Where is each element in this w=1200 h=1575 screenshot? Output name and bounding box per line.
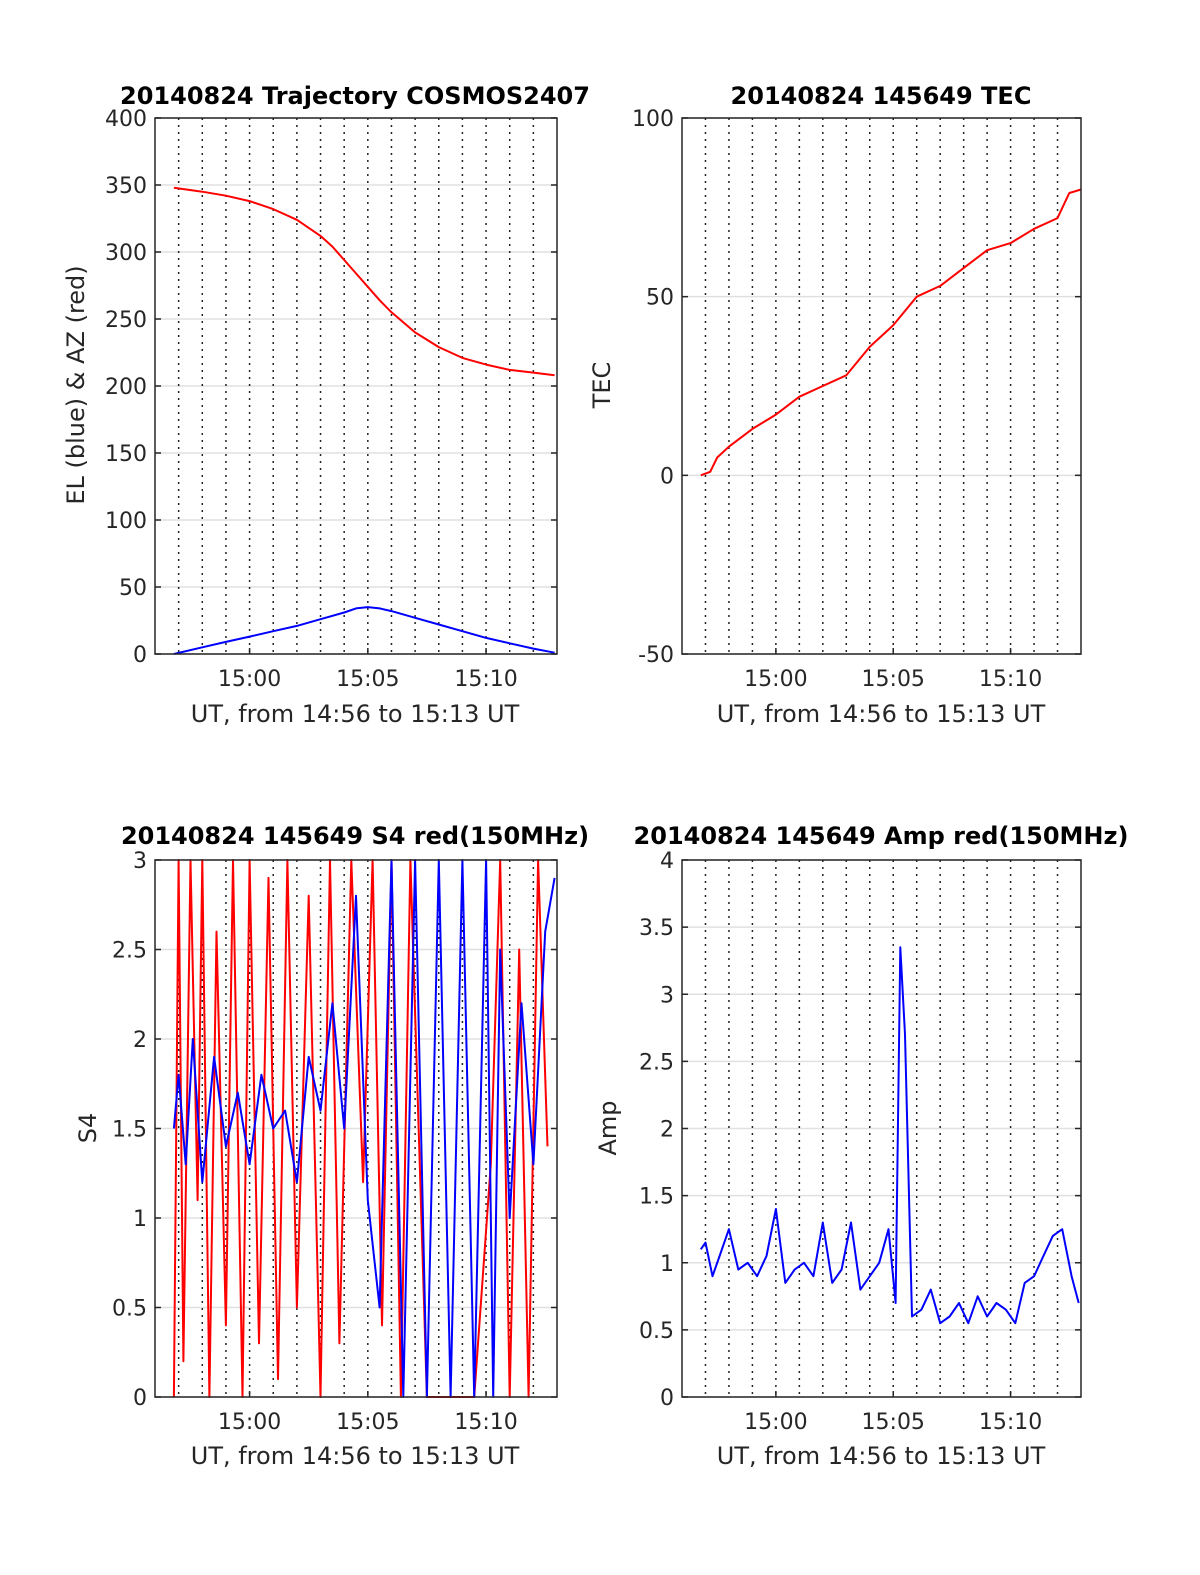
amp-series-1-line: [699, 946, 1080, 1325]
s4-y-tick-label: 1: [133, 1207, 147, 1232]
amp-x-label: UT, from 14:56 to 15:13 UT: [717, 1442, 1046, 1470]
s4-y-tick-label: 3: [133, 849, 147, 874]
s4-x-tick-label: 15:05: [336, 1410, 399, 1435]
s4-series-2-line: [172, 859, 556, 1398]
amp-y-tick-label: 3: [660, 983, 674, 1008]
tec-y-tick-label: 50: [646, 286, 674, 311]
trajectory-y-tick-label: 300: [105, 241, 147, 266]
amp-panel: 0 0.5 1 1.5 2 2.5 3 3.5 4 15:00 15:05 15:10 2014082…: [594, 822, 1128, 1470]
amp-plot-area: 0 0.5 1 1.5 2 2.5 3 3.5 4 15:00 15:05 15:10: [639, 849, 1082, 1435]
amp-y-tick-label: 3.5: [639, 916, 674, 941]
s4-y-tick-label: 2: [133, 1028, 147, 1053]
trajectory-y-tick-label: 50: [119, 576, 147, 601]
s4-series-1-line: [172, 859, 549, 1398]
trajectory-x-tick-label: 15:10: [454, 667, 517, 692]
amp-y-tick-label: 0: [660, 1386, 674, 1411]
amp-y-tick-label: 1.5: [639, 1185, 674, 1210]
s4-plot-area: 0 0.5 1 1.5 2 2.5 3 15:00 15:05 15:10: [112, 849, 558, 1435]
trajectory-series-2-line: [173, 606, 555, 655]
amp-x-tick-label: 15:10: [979, 1410, 1042, 1435]
amp-y-tick-label: 2.5: [639, 1050, 674, 1075]
trajectory-y-tick-label: 250: [105, 308, 147, 333]
trajectory-y-tick-label: 200: [105, 375, 147, 400]
amp-y-tick-label: 4: [660, 849, 674, 874]
tec-title: 20140824 145649 TEC: [731, 82, 1032, 110]
amp-y-tick-label: 0.5: [639, 1319, 674, 1344]
tec-y-tick-label: 100: [632, 107, 674, 132]
s4-x-label: UT, from 14:56 to 15:13 UT: [191, 1442, 520, 1470]
amp-y-tick-label: 1: [660, 1252, 674, 1277]
amp-x-tick-label: 15:05: [862, 1410, 925, 1435]
s4-y-tick-label: 0: [133, 1386, 147, 1411]
tec-series-1-line: [700, 188, 1082, 477]
trajectory-series-1-line: [173, 186, 555, 377]
tec-panel: -50 0 50 100 15:00 15:05 15:10 20140824 145649…: [588, 82, 1082, 728]
amp-title: 20140824 145649 Amp red(150MHz): [634, 822, 1129, 850]
tec-axes-box: [681, 117, 1082, 655]
tec-y-tick-label: 0: [660, 464, 674, 489]
trajectory-x-label: UT, from 14:56 to 15:13 UT: [191, 700, 520, 728]
s4-y-label: S4: [74, 1113, 102, 1144]
tec-x-tick-label: 15:00: [744, 667, 807, 692]
s4-x-tick-label: 15:00: [218, 1410, 281, 1435]
trajectory-y-tick-label: 100: [105, 509, 147, 534]
trajectory-y-tick-label: 400: [105, 107, 147, 132]
trajectory-y-tick-label: 150: [105, 442, 147, 467]
trajectory-x-tick-label: 15:00: [218, 667, 281, 692]
s4-y-tick-label: 1.5: [112, 1118, 147, 1143]
amp-y-tick-label: 2: [660, 1118, 674, 1143]
s4-x-tick-label: 15:10: [454, 1410, 517, 1435]
tec-y-tick-label: -50: [638, 643, 674, 668]
trajectory-y-label: EL (blue) & AZ (red): [62, 265, 90, 504]
tec-x-tick-label: 15:10: [979, 667, 1042, 692]
trajectory-title: 20140824 Trajectory COSMOS2407: [120, 82, 590, 110]
s4-y-tick-label: 0.5: [112, 1297, 147, 1322]
tec-x-label: UT, from 14:56 to 15:13 UT: [717, 700, 1046, 728]
s4-panel: 0 0.5 1 1.5 2 2.5 3 15:00 15:05 15:10 20140824 14…: [74, 822, 589, 1470]
tec-x-tick-label: 15:05: [862, 667, 925, 692]
trajectory-plot-area: 0 50 100 150 200 250 300 350 400 15:00 15:05 15:10: [105, 107, 558, 692]
trajectory-y-tick-label: 350: [105, 174, 147, 199]
amp-x-tick-label: 15:00: [744, 1410, 807, 1435]
tec-y-label: TEC: [588, 362, 616, 410]
tec-plot-area: -50 0 50 100 15:00 15:05 15:10: [632, 107, 1082, 692]
trajectory-y-tick-label: 0: [133, 643, 147, 668]
amp-y-label: Amp: [594, 1100, 622, 1155]
s4-title: 20140824 145649 S4 red(150MHz): [121, 822, 589, 850]
trajectory-x-tick-label: 15:05: [336, 667, 399, 692]
s4-y-tick-label: 2.5: [112, 939, 147, 964]
